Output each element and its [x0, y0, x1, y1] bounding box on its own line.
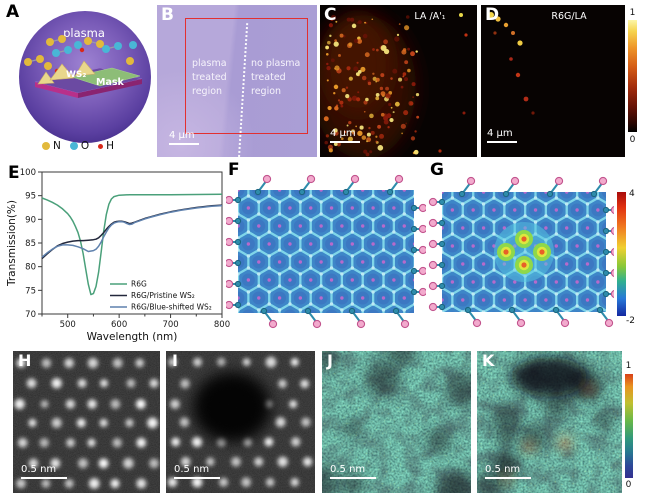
- svg-text:600: 600: [111, 320, 127, 330]
- panel-c: C LA /A'₁ 4 μm: [320, 5, 477, 157]
- ws2-triangle: [74, 60, 96, 77]
- panel-k-label: K: [482, 351, 495, 370]
- svg-text:80: 80: [25, 263, 36, 273]
- strain-map-pristine: [322, 351, 471, 493]
- panel-a-atom-legend: N O H: [42, 140, 114, 152]
- hot-colorbar-min: 0: [629, 135, 636, 145]
- jet-colorbar: [617, 192, 626, 316]
- svg-text:70: 70: [25, 310, 36, 320]
- hot-colorbar: [628, 20, 637, 132]
- oxygen-label: O: [80, 140, 90, 152]
- panel-d: D R6G/LA 4 μm: [481, 5, 625, 157]
- svg-text:Transmission(%): Transmission(%): [6, 200, 18, 287]
- svg-text:R6G: R6G: [131, 280, 147, 289]
- panel-d-label: D: [485, 5, 500, 25]
- panel-b-scalebar: 4 μm: [169, 131, 199, 145]
- stem-image-pristine: [13, 351, 160, 493]
- raman-map-r6g-la: [488, 12, 535, 115]
- nitrogen-label: N: [53, 140, 61, 152]
- svg-text:75: 75: [25, 286, 36, 296]
- mask-text: Mask: [96, 77, 125, 88]
- panel-k-scalebar: 0.5 nm: [485, 465, 531, 479]
- strain-colorbar-max: 1: [625, 361, 632, 371]
- strain-colorbar: [625, 374, 633, 478]
- panel-i: I 0.5 nm: [166, 351, 315, 493]
- panel-c-label: C: [324, 5, 337, 25]
- strain-colorbar-min: 0: [625, 480, 632, 490]
- oxygen-dot-icon: [69, 142, 78, 150]
- panel-i-label: I: [172, 351, 178, 370]
- nitrogen-dot-icon: [42, 142, 50, 150]
- panel-j: J 0.5 nm: [322, 351, 471, 493]
- panel-h-scalebar: 0.5 nm: [21, 465, 67, 479]
- strain-map-defect: [477, 351, 622, 493]
- sample-slab: WS₂ Mask: [34, 60, 143, 98]
- ws2-triangle: [49, 63, 75, 81]
- dft-map-pristine: [226, 174, 426, 329]
- panel-k: K 0.5 nm: [477, 351, 622, 493]
- hydrogen-label: H: [106, 140, 115, 152]
- svg-text:90: 90: [25, 215, 36, 225]
- svg-text:100: 100: [20, 168, 36, 178]
- svg-text:700: 700: [162, 320, 178, 330]
- panel-g-label: G: [430, 160, 444, 180]
- svg-text:800: 800: [214, 320, 230, 330]
- svg-text:R6G/Pristine WS₂: R6G/Pristine WS₂: [131, 291, 195, 300]
- panel-d-map-title: R6G/LA: [551, 11, 587, 22]
- plasma-text: plasma: [63, 26, 105, 40]
- panel-j-scalebar: 0.5 nm: [330, 465, 376, 479]
- svg-text:85: 85: [25, 239, 36, 249]
- panel-j-label: J: [327, 351, 333, 370]
- panel-h-label: H: [18, 351, 32, 370]
- panel-a: A plasma: [0, 0, 155, 160]
- panel-a-art: plasma: [19, 11, 151, 143]
- svg-text:95: 95: [25, 192, 36, 202]
- panel-b-label: B: [161, 5, 174, 25]
- hydrogen-dot-icon: [98, 143, 104, 149]
- map-area-red-box: [185, 18, 308, 134]
- panel-h: H 0.5 nm: [13, 351, 160, 493]
- panel-b: B plasma treated region no plasma treate…: [157, 5, 317, 157]
- svg-text:500: 500: [60, 320, 76, 330]
- hot-colorbar-max: 1: [629, 8, 636, 18]
- raman-map-la-a1: [320, 13, 468, 157]
- jet-colorbar-max: 4: [629, 189, 635, 199]
- svg-text:R6G/Blue-shifted WS₂: R6G/Blue-shifted WS₂: [131, 303, 212, 312]
- panel-d-scalebar: 4 μm: [487, 129, 517, 143]
- panel-i-scalebar: 0.5 nm: [174, 465, 220, 479]
- no-plasma-region-label: no plasma treated region: [251, 58, 301, 97]
- mask-shape: [71, 67, 141, 87]
- panel-f-label: F: [228, 160, 240, 180]
- ws2-text: WS₂: [66, 70, 86, 80]
- svg-text:Wavelength (nm): Wavelength (nm): [87, 331, 178, 343]
- panel-c-scalebar: 4 μm: [330, 129, 360, 143]
- plasma-treated-region-label: plasma treated region: [192, 58, 227, 97]
- panel-c-map-title: LA /A'₁: [414, 11, 446, 22]
- ws2-triangle: [37, 71, 55, 85]
- panel-e-label: E: [8, 163, 20, 183]
- stem-image-defect: [166, 351, 315, 493]
- transmission-chart: 500 600 700 800 70 75 80 85 90 95 100 Wavelength (n…: [6, 168, 230, 343]
- dft-map-defect: [428, 176, 614, 328]
- panel-a-label: A: [6, 2, 20, 22]
- jet-colorbar-min: -2: [626, 316, 635, 326]
- plasma-molecules: [24, 35, 137, 74]
